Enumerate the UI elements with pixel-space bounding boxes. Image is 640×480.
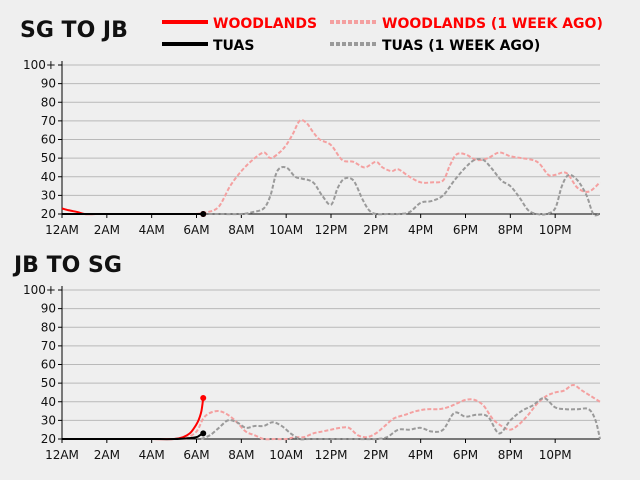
chart-title: JB TO SG bbox=[12, 253, 122, 278]
x-tick-label: 12PM bbox=[315, 448, 348, 462]
x-tick-label: 10AM bbox=[269, 223, 303, 237]
chart-title: SG TO JB bbox=[20, 18, 128, 43]
y-tick-label: 60 bbox=[41, 358, 56, 372]
y-tick-label: 70 bbox=[41, 114, 56, 128]
series-line-tuas-prev bbox=[200, 397, 601, 441]
x-tick-label: 10PM bbox=[539, 223, 572, 237]
sg-to-jb-chart: SG TO JB 20 30 40 50 60 70 80 90 100+ 12AM 2AM 4AM 6… bbox=[20, 18, 601, 237]
plot-area: 20 30 40 50 60 70 80 90 100+ 12AM 2AM 4AM 6AM 8AM 10AM… bbox=[23, 58, 601, 237]
legend-label-woodlands: WOODLANDS bbox=[213, 16, 317, 32]
y-tick-label: 30 bbox=[41, 188, 56, 202]
x-tick-label: 4PM bbox=[408, 448, 433, 462]
x-tick-label: 4AM bbox=[139, 223, 165, 237]
x-tick-label: 8AM bbox=[228, 223, 254, 237]
x-tick-label: 4AM bbox=[139, 448, 165, 462]
x-tick-label: 6PM bbox=[453, 448, 478, 462]
y-tick-label: 20 bbox=[41, 207, 56, 221]
series-line-woodlands-prev bbox=[196, 119, 601, 215]
y-tick-label: 100+ bbox=[23, 283, 56, 297]
y-tick-label: 30 bbox=[41, 413, 56, 427]
legend-label-tuas-prev: TUAS (1 WEEK AGO) bbox=[382, 38, 540, 54]
x-tick-label: 4PM bbox=[408, 223, 433, 237]
current-point-tuas bbox=[200, 430, 207, 437]
legend-label-tuas: TUAS bbox=[213, 38, 254, 54]
y-tick-label: 90 bbox=[41, 302, 56, 316]
y-tick-label: 70 bbox=[41, 339, 56, 353]
x-tick-label: 6AM bbox=[183, 448, 209, 462]
jb-to-sg-chart: JB TO SG 20 30 40 50 60 70 80 90 100+ 12AM 2AM 4AM 6… bbox=[12, 253, 601, 462]
y-tick-label: 60 bbox=[41, 133, 56, 147]
x-tick-label: 12PM bbox=[315, 223, 348, 237]
y-tick-label: 80 bbox=[41, 320, 56, 334]
x-tick-label: 8AM bbox=[228, 448, 254, 462]
y-tick-label: 80 bbox=[41, 95, 56, 109]
series-line-tuas bbox=[62, 432, 204, 441]
y-tick-label: 100+ bbox=[23, 58, 56, 72]
y-tick-label: 50 bbox=[41, 376, 56, 390]
series-line-tuas-prev bbox=[196, 157, 601, 217]
current-point-woodlands bbox=[200, 395, 207, 402]
y-tick-label: 90 bbox=[41, 77, 56, 91]
x-tick-label: 10PM bbox=[539, 448, 572, 462]
x-tick-label: 8PM bbox=[498, 223, 523, 237]
y-tick-label: 50 bbox=[41, 151, 56, 165]
current-point-tuas bbox=[200, 211, 207, 217]
x-tick-label: 2PM bbox=[363, 223, 388, 237]
series-line-woodlands-prev bbox=[184, 383, 601, 441]
plot-area: 20 30 40 50 60 70 80 90 100+ 12AM 2AM 4AM 6AM 8AM 10AM… bbox=[23, 283, 601, 462]
series-line-woodlands bbox=[62, 397, 205, 441]
x-tick-label: 2AM bbox=[94, 448, 120, 462]
y-tick-label: 40 bbox=[41, 170, 56, 184]
legend-label-woodlands-prev: WOODLANDS (1 WEEK AGO) bbox=[382, 16, 603, 32]
x-tick-label: 8PM bbox=[498, 448, 523, 462]
x-tick-label: 12AM bbox=[45, 223, 79, 237]
x-tick-label: 12AM bbox=[45, 448, 79, 462]
y-tick-label: 20 bbox=[41, 432, 56, 446]
x-tick-label: 6PM bbox=[453, 223, 478, 237]
y-tick-label: 40 bbox=[41, 395, 56, 409]
x-tick-label: 2AM bbox=[94, 223, 120, 237]
legend: WOODLANDS TUAS WOODLANDS (1 WEEK AGO) TU… bbox=[162, 16, 603, 54]
x-tick-label: 6AM bbox=[183, 223, 209, 237]
x-tick-label: 2PM bbox=[363, 448, 388, 462]
x-tick-label: 10AM bbox=[269, 448, 303, 462]
